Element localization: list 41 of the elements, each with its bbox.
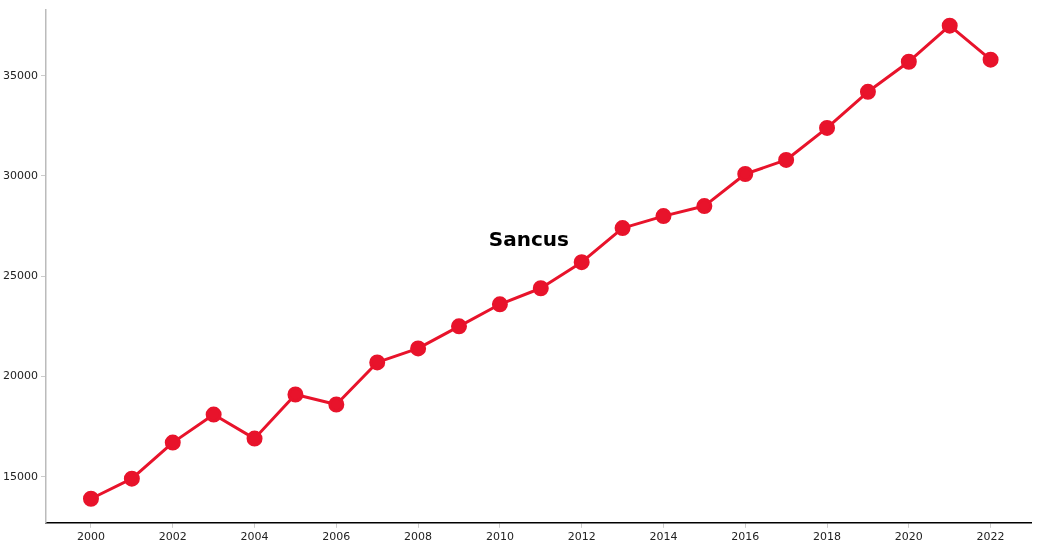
point [614,220,631,237]
point [859,83,876,100]
x-tick-label: 2002 [158,530,187,544]
x-tick-label: 2008 [404,530,433,544]
y-tick-label: 30000 [2,168,38,182]
point [164,434,181,451]
point [900,53,917,70]
point [819,119,836,136]
point [410,340,427,357]
x-tick-label: 2012 [567,530,596,544]
x-tick-label: 2022 [976,530,1005,544]
point [941,17,958,34]
x-tick-label: 2000 [76,530,105,544]
y-tick-label: 35000 [2,68,38,82]
point [737,165,754,182]
y-tick-label: 25000 [2,269,38,283]
point [778,151,795,168]
point [491,296,508,313]
annotation: Sancus [488,226,569,251]
point [532,280,549,297]
point [82,490,99,507]
point [328,396,345,413]
x-tick-label: 2016 [731,530,760,544]
point [287,386,304,403]
x-tick-label: 2020 [894,530,923,544]
point [696,198,713,215]
x-tick-label: 2014 [649,530,678,544]
point [123,470,140,487]
point [246,430,263,447]
x-tick-label: 2006 [322,530,351,544]
x-tick-label: 2018 [813,530,842,544]
y-tick-label: 15000 [2,469,38,483]
x-tick-label: 2004 [240,530,269,544]
point [205,406,222,423]
point [451,318,468,335]
point [573,254,590,271]
point [982,51,999,68]
y-tick-label: 20000 [2,369,38,383]
point [369,354,386,371]
x-tick-label: 2010 [485,530,514,544]
point [655,208,672,225]
